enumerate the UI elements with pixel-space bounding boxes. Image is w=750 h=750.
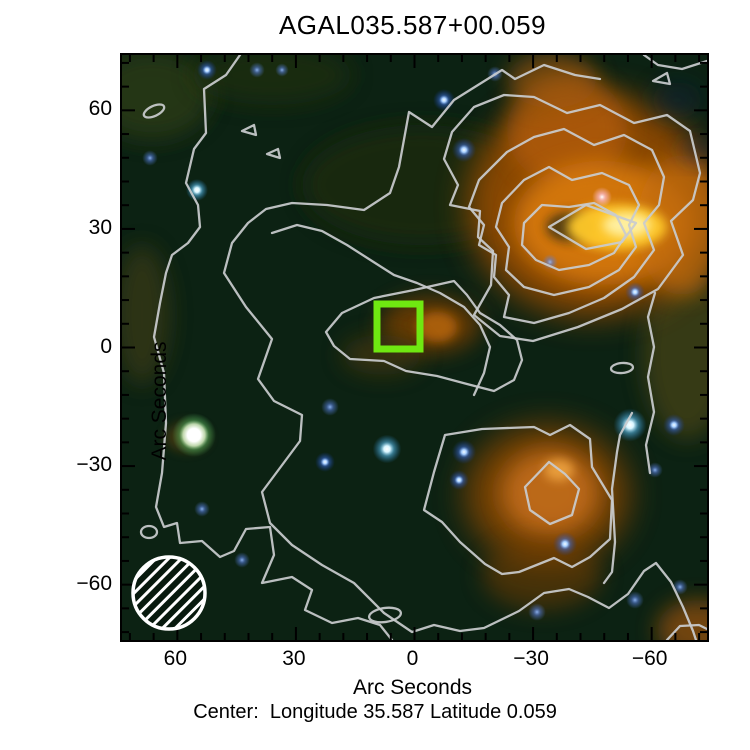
contour-line bbox=[265, 147, 282, 160]
x-axis-label: Arc Seconds bbox=[352, 676, 473, 699]
beam-outline bbox=[131, 555, 207, 631]
nebula-blob bbox=[122, 55, 212, 140]
nebula-blob bbox=[652, 82, 702, 118]
star-source-dim bbox=[234, 552, 250, 568]
star-source-blue bbox=[451, 137, 477, 163]
star-source-blue bbox=[552, 531, 578, 557]
target-box-marker bbox=[373, 300, 424, 353]
contour-line bbox=[240, 123, 258, 137]
y-tick-label: 30 bbox=[88, 215, 112, 239]
contour-line bbox=[422, 423, 614, 576]
x-tick-label: −60 bbox=[631, 647, 668, 670]
star-source-dim bbox=[194, 501, 210, 517]
star-source-dim bbox=[275, 63, 289, 77]
contour-line bbox=[442, 93, 702, 343]
contour-line bbox=[523, 460, 581, 526]
star-source-blue bbox=[663, 414, 685, 436]
contour-line bbox=[152, 55, 394, 640]
contour-line bbox=[602, 411, 634, 585]
axis-ticks bbox=[122, 55, 707, 640]
star-source-blue bbox=[433, 89, 455, 111]
nebula-blob bbox=[502, 451, 598, 535]
star-source-blue bbox=[625, 282, 645, 302]
y-tick-label: 60 bbox=[88, 97, 112, 121]
contour-line bbox=[644, 291, 657, 475]
y-tick-label: −60 bbox=[76, 571, 112, 595]
nebula-blob bbox=[642, 270, 707, 440]
y-axis-label: Arc Seconds bbox=[148, 341, 171, 461]
nebula-blob bbox=[482, 540, 602, 610]
star-source-blue bbox=[315, 452, 335, 472]
x-tick-label: 0 bbox=[406, 647, 419, 670]
contour-overlay bbox=[139, 55, 707, 640]
contour-loop bbox=[142, 103, 166, 119]
contour-line bbox=[467, 127, 666, 325]
contour-line bbox=[494, 165, 641, 297]
nebula-blob bbox=[657, 600, 707, 640]
nebula-blob bbox=[342, 335, 422, 375]
star-source-dim bbox=[321, 398, 339, 416]
star-source-dim bbox=[647, 462, 663, 478]
nebula-blob bbox=[417, 312, 457, 342]
nebula-blob bbox=[679, 138, 707, 162]
contour-line bbox=[270, 223, 492, 397]
star-source-dim bbox=[626, 591, 644, 609]
contour-line bbox=[547, 203, 638, 251]
star-source-blue bbox=[197, 60, 217, 80]
contour-loop bbox=[367, 606, 403, 624]
nebula-blob bbox=[603, 213, 651, 237]
x-tick-label: 30 bbox=[282, 647, 306, 670]
contour-line bbox=[520, 201, 628, 272]
star-source-cyan bbox=[613, 408, 647, 442]
contour-line bbox=[324, 279, 524, 393]
y-tick-label: 0 bbox=[100, 334, 112, 358]
y-tick-label: −30 bbox=[76, 453, 112, 477]
contour-loop bbox=[139, 524, 159, 540]
star-source-dim bbox=[528, 603, 546, 621]
nebula-blob bbox=[507, 55, 597, 108]
x-tick-label: −30 bbox=[513, 647, 549, 670]
star-source-cyan bbox=[372, 434, 402, 464]
figure-title: AGAL035.587+00.059 bbox=[278, 10, 547, 40]
x-tick-label: 60 bbox=[163, 647, 187, 670]
star-source-blue bbox=[451, 439, 477, 465]
star-source-dim bbox=[142, 150, 158, 166]
sky-map-plot: Arc Seconds bbox=[120, 53, 709, 642]
beam-ellipse bbox=[133, 557, 205, 629]
star-source-dim bbox=[542, 254, 558, 270]
sky-map-image bbox=[122, 55, 707, 640]
star-source-pink bbox=[592, 187, 612, 207]
contour-line bbox=[651, 71, 672, 86]
contour-loop bbox=[609, 361, 635, 375]
contour-line bbox=[665, 623, 707, 640]
star-source-white bbox=[172, 413, 216, 457]
star-source-cyan bbox=[186, 179, 208, 201]
star-source-dim bbox=[249, 62, 265, 78]
center-coordinates-caption: Center: Longitude 35.587 Latitude 0.059 bbox=[193, 701, 557, 723]
star-source-blue bbox=[449, 470, 469, 490]
contour-line bbox=[222, 63, 698, 640]
stars-layer bbox=[142, 60, 688, 621]
